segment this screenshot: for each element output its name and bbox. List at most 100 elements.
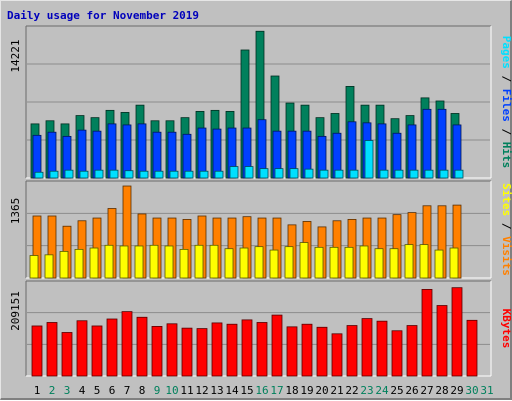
x-tick-label-day-25: 25 <box>390 384 403 397</box>
bar-files-day-28 <box>437 108 447 179</box>
bar-kbytes-day-2 <box>46 322 58 377</box>
bar-sites-day-10 <box>164 245 174 279</box>
legend-hits-label: Hits <box>500 142 512 169</box>
x-tick-label-day-24: 24 <box>375 384 389 397</box>
bar-pages-day-23 <box>364 140 374 179</box>
bar-pages-day-28 <box>439 169 449 179</box>
x-tick-label-day-19: 19 <box>300 384 313 397</box>
legend-visits-sites: Sites / Visits <box>500 183 512 276</box>
bar-kbytes-day-15 <box>241 319 253 377</box>
bar-sites-day-24 <box>374 248 384 279</box>
bar-kbytes-day-19 <box>301 323 313 377</box>
bar-kbytes-day-8 <box>136 316 148 377</box>
bar-sites-day-26 <box>404 244 414 279</box>
bar-sites-day-25 <box>389 248 399 279</box>
bar-pages-day-11 <box>184 170 194 179</box>
bar-sites-day-27 <box>419 244 429 279</box>
bar-sites-day-18 <box>284 246 294 279</box>
bar-kbytes-day-23 <box>361 318 373 377</box>
bar-kbytes-day-28 <box>436 305 448 377</box>
bar-pages-day-18 <box>289 168 299 179</box>
y-max-label: 1365 <box>9 198 22 225</box>
bar-files-day-27 <box>422 108 432 179</box>
legend-separator: / <box>500 216 512 236</box>
x-tick-label-day-13: 13 <box>210 384 223 397</box>
bar-files-day-1 <box>32 134 42 179</box>
bar-pages-day-9 <box>154 170 164 179</box>
legend-files-label: Files <box>500 89 512 122</box>
bar-pages-day-1 <box>34 171 44 179</box>
x-tick-label-day-5: 5 <box>94 384 101 397</box>
x-tick-label-day-26: 26 <box>405 384 418 397</box>
bar-kbytes-day-17 <box>271 314 283 377</box>
bar-kbytes-day-21 <box>331 333 343 377</box>
legend-pages-label: Pages <box>500 36 512 69</box>
bar-pages-day-5 <box>94 169 104 179</box>
y-max-label: 14221 <box>9 39 22 72</box>
bar-pages-day-15 <box>244 166 254 179</box>
bar-pages-day-21 <box>334 169 344 179</box>
bar-pages-day-25 <box>394 169 404 179</box>
bar-kbytes-day-20 <box>316 326 328 377</box>
x-tick-label-day-28: 28 <box>435 384 448 397</box>
bar-kbytes-day-5 <box>91 325 103 377</box>
x-tick-label-day-27: 27 <box>420 384 433 397</box>
bar-kbytes-day-7 <box>121 311 133 377</box>
x-tick-label-day-20: 20 <box>315 384 328 397</box>
x-tick-label-day-8: 8 <box>139 384 146 397</box>
bar-sites-day-6 <box>104 244 114 279</box>
bar-kbytes-day-22 <box>346 325 358 377</box>
x-tick-label-day-3: 3 <box>64 384 71 397</box>
legend-separator: / <box>500 69 512 89</box>
x-tick-label-day-11: 11 <box>180 384 193 397</box>
bar-pages-day-17 <box>274 168 284 179</box>
x-tick-label-day-16: 16 <box>255 384 268 397</box>
bar-kbytes-day-11 <box>181 327 193 377</box>
bar-sites-day-5 <box>89 247 99 279</box>
bar-kbytes-day-24 <box>376 320 388 377</box>
bar-kbytes-day-29 <box>451 287 463 377</box>
bar-pages-day-3 <box>64 169 74 179</box>
bar-pages-day-24 <box>379 169 389 179</box>
bar-sites-day-3 <box>59 251 69 279</box>
bar-sites-day-2 <box>44 254 54 279</box>
bar-sites-day-16 <box>254 246 264 279</box>
x-tick-label-day-12: 12 <box>195 384 208 397</box>
bar-sites-day-29 <box>449 247 459 279</box>
bar-sites-day-9 <box>149 244 159 279</box>
bar-sites-day-14 <box>224 248 234 279</box>
bar-sites-day-8 <box>134 245 144 279</box>
x-tick-label-day-17: 17 <box>270 384 283 397</box>
x-tick-label-day-7: 7 <box>124 384 131 397</box>
x-tick-label-day-23: 23 <box>360 384 373 397</box>
bar-sites-day-23 <box>359 245 369 279</box>
bar-pages-day-10 <box>169 170 179 179</box>
bar-pages-day-13 <box>214 170 224 179</box>
bar-pages-day-14 <box>229 166 239 179</box>
bar-files-day-12 <box>197 127 207 179</box>
legend-hits-files-pages: Pages / Files / Hits <box>500 36 512 169</box>
bar-kbytes-day-18 <box>286 326 298 377</box>
x-tick-label-day-29: 29 <box>450 384 463 397</box>
legend-sites-label: Sites <box>500 183 512 216</box>
x-tick-label-day-4: 4 <box>79 384 86 397</box>
bar-kbytes-day-6 <box>106 318 118 377</box>
x-tick-label-day-21: 21 <box>330 384 343 397</box>
bar-files-day-4 <box>77 129 87 179</box>
bar-sites-day-19 <box>299 242 309 279</box>
bar-files-day-22 <box>347 121 357 179</box>
chart-title: Daily usage for November 2019 <box>7 9 200 22</box>
bar-sites-day-15 <box>239 247 249 279</box>
bar-sites-day-13 <box>209 244 219 279</box>
x-tick-label-day-14: 14 <box>225 384 239 397</box>
bar-kbytes-day-26 <box>406 325 418 377</box>
bar-pages-day-7 <box>124 170 134 179</box>
x-tick-label-day-6: 6 <box>109 384 116 397</box>
legend-separator: / <box>500 122 512 142</box>
bar-sites-day-20 <box>314 246 324 279</box>
bar-pages-day-19 <box>304 168 314 179</box>
bar-pages-day-29 <box>454 169 464 179</box>
x-tick-label-day-2: 2 <box>49 384 56 397</box>
bar-kbytes-day-14 <box>226 323 238 377</box>
bar-sites-day-7 <box>119 245 129 279</box>
